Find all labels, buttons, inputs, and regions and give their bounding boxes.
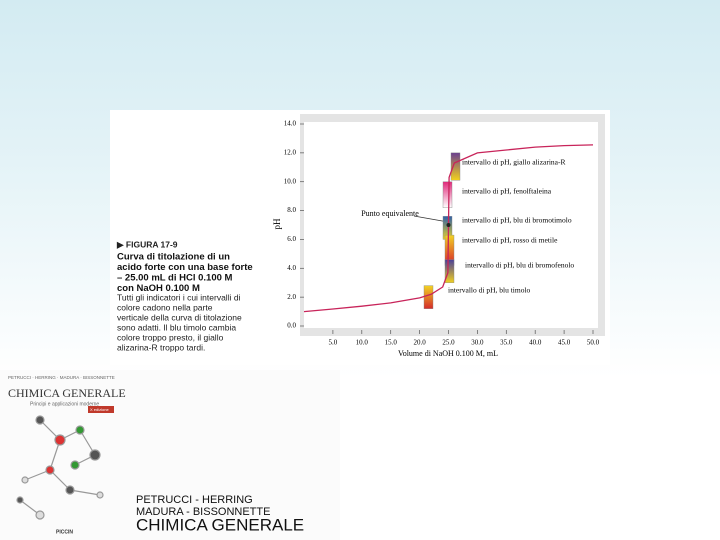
x-axis-label: Volume di NaOH 0.100 M, mL [398, 349, 498, 358]
book-authors: PETRUCCI - HERRING [136, 494, 253, 506]
titration-curve [303, 144, 594, 313]
x-tick-label: 20.0 [413, 339, 426, 347]
caption-body: alizarina-R troppo tardi. [117, 342, 205, 352]
x-tick-label: 45.0 [558, 339, 571, 347]
equivalence-leader [413, 215, 449, 223]
indicator-label: intervallo di pH, rosso di metile [462, 236, 558, 245]
indicator-label: intervallo di pH, giallo alizarina-R [462, 158, 566, 167]
y-tick-label: 10.0 [284, 177, 297, 185]
y-tick-label: 12.0 [284, 148, 297, 156]
molecule [16, 415, 104, 520]
indicator-range [423, 285, 434, 309]
edition-badge [88, 406, 114, 413]
cover [0, 370, 340, 540]
caption-body: colore troppo presto, il giallo [117, 332, 224, 342]
caption-title: Curva di titolazione di un [117, 252, 230, 263]
y-tick-label: 0.0 [287, 322, 296, 330]
caption-body: verticale della curva di titolazione [117, 312, 242, 322]
indicator-range [450, 152, 461, 181]
x-tick-label: 15.0 [385, 339, 398, 347]
book-title: CHIMICA GENERALE [136, 515, 304, 534]
caption-title: con NaOH 0.100 M [117, 283, 200, 294]
indicator-label: intervallo di pH, blu timolo [448, 286, 531, 295]
indicator-label: intervallo di pH, blu di bromotimolo [462, 216, 572, 225]
equivalence-point [446, 223, 451, 227]
y-tick-label: 6.0 [287, 235, 296, 243]
book-authors: MADURA - BISSONNETTE [136, 506, 270, 518]
x-tick-label: 30.0 [471, 339, 484, 347]
x-tick-label: 40.0 [529, 339, 542, 347]
caption-body: sono adatti. Il blu timolo cambia [117, 322, 236, 332]
y-tick-label: 2.0 [287, 293, 296, 301]
x-tick-label: 5.0 [329, 339, 338, 347]
indicator-label: intervallo di pH, blu di bromofenolo [465, 261, 574, 270]
caption-title: acido forte con una base forte [117, 262, 253, 273]
indicator-range [442, 181, 453, 208]
caption-title: – 25.00 mL di HCl 0.100 M [117, 273, 233, 284]
x-tick-label: 50.0 [587, 339, 600, 347]
cover-subtitle: Principi e applicazioni moderne [30, 401, 99, 407]
cover-edition: X edizione [90, 407, 109, 412]
caption-body: colore cadono nella parte [117, 302, 213, 312]
caption-figure: ▶ FIGURA 17-9 [116, 239, 178, 249]
y-tick-label: 14.0 [284, 120, 297, 128]
y-axis-label: pH [272, 218, 282, 230]
x-tick-label: 25.0 [442, 339, 455, 347]
y-tick-label: 8.0 [287, 206, 296, 214]
x-tick-label: 10.0 [356, 339, 369, 347]
cover-publisher: PICCIN [56, 529, 73, 535]
cover-authors: PETRUCCI · HERRING · MADURA · BISSONNETT… [8, 375, 115, 380]
indicator-range [444, 259, 455, 283]
cover-title: CHIMICA GENERALE [8, 386, 126, 400]
x-tick-label: 35.0 [500, 339, 513, 347]
y-tick-label: 4.0 [287, 264, 296, 272]
equivalence-label: Punto equivalente [361, 209, 419, 218]
indicator-label: intervallo di pH, fenolftaleina [462, 187, 552, 196]
caption-body: Tutti gli indicatori i cui intervalli di [117, 292, 241, 302]
